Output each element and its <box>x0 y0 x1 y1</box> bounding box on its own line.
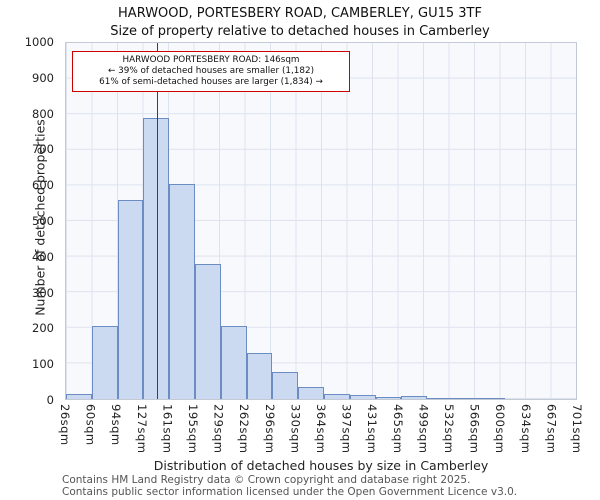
attribution-line-2: Contains public sector information licen… <box>62 486 518 499</box>
attribution-line-1: Contains HM Land Registry data © Crown c… <box>62 474 471 486</box>
y-tick-label: 900 <box>32 70 54 85</box>
x-tick-label: 161sqm <box>160 404 175 454</box>
bar <box>375 397 402 399</box>
bar <box>427 397 453 399</box>
y-tick-label: 100 <box>32 357 54 372</box>
bar <box>66 393 92 399</box>
reference-line <box>156 43 159 399</box>
y-tick-label: 700 <box>32 142 54 157</box>
bar <box>117 200 144 399</box>
x-axis-label: Distribution of detached houses by size … <box>153 458 489 473</box>
x-tick-label: 397sqm <box>339 404 354 454</box>
y-tick-label: 400 <box>32 249 54 264</box>
annotation-box: HARWOOD PORTESBERY ROAD: 146sqm ← 39% of… <box>72 51 350 92</box>
x-tick-label: 94sqm <box>109 404 124 446</box>
y-tick-label: 0 <box>46 393 54 407</box>
attribution-footer: Contains HM Land Registry data © Crown c… <box>62 474 517 499</box>
histogram-bars <box>66 43 576 399</box>
x-tick-label: 634sqm <box>518 404 533 454</box>
y-tick-label: 800 <box>32 106 54 121</box>
x-tick-label: 431sqm <box>365 404 380 454</box>
annotation-line-2: ← 39% of detached houses are smaller (1,… <box>107 65 315 76</box>
bar <box>143 118 170 399</box>
bar <box>349 394 376 399</box>
bar <box>220 326 247 399</box>
chart-title: HARWOOD, PORTESBERY ROAD, CAMBERLEY, GU1… <box>118 6 482 21</box>
x-tick-label: 330sqm <box>288 404 303 454</box>
bar <box>194 263 221 399</box>
y-axis-ticks: 0 100 200 300 400 500 600 700 800 900 1000 <box>0 35 60 407</box>
bar <box>272 372 299 399</box>
x-tick-label: 532sqm <box>442 404 456 454</box>
x-tick-label: 667sqm <box>544 404 559 454</box>
x-tick-label: 566sqm <box>467 404 482 454</box>
x-tick-label: 499sqm <box>416 404 431 454</box>
annotation-line-3: 61% of semi-detached houses are larger (… <box>99 76 323 87</box>
x-tick-label: 262sqm <box>237 404 252 454</box>
bar <box>452 398 479 399</box>
y-tick-label: 500 <box>32 214 54 228</box>
x-tick-label: 296sqm <box>262 404 277 454</box>
chart-subtitle: Size of property relative to detached ho… <box>110 24 490 39</box>
bar <box>246 352 273 399</box>
plot-area: HARWOOD PORTESBERY ROAD: 146sqm ← 39% of… <box>65 42 577 400</box>
x-tick-label: 465sqm <box>390 404 405 454</box>
annotation-line-1: HARWOOD PORTESBERY ROAD: 146sqm <box>122 55 300 65</box>
x-tick-label: 60sqm <box>83 404 98 446</box>
bar <box>478 397 505 399</box>
x-tick-label: 229sqm <box>211 404 226 454</box>
x-axis-ticks: 26sqm 60sqm 94sqm 127sqm 161sqm 195sqm 229sqm 2… <box>58 404 584 460</box>
x-tick-label: 127sqm <box>134 404 149 454</box>
x-tick-label: 364sqm <box>314 404 328 454</box>
y-tick-label: 300 <box>32 285 54 300</box>
x-tick-label: 701sqm <box>570 404 584 454</box>
bar <box>169 183 195 399</box>
x-tick-label: 600sqm <box>493 404 508 454</box>
x-tick-label: 26sqm <box>58 404 72 446</box>
bar <box>298 386 324 399</box>
y-tick-label: 1000 <box>24 35 54 49</box>
bar <box>323 393 350 399</box>
x-tick-label: 195sqm <box>186 404 200 454</box>
bar <box>401 396 428 399</box>
y-tick-label: 200 <box>32 321 54 336</box>
y-tick-label: 600 <box>32 178 54 193</box>
bar <box>91 326 118 399</box>
